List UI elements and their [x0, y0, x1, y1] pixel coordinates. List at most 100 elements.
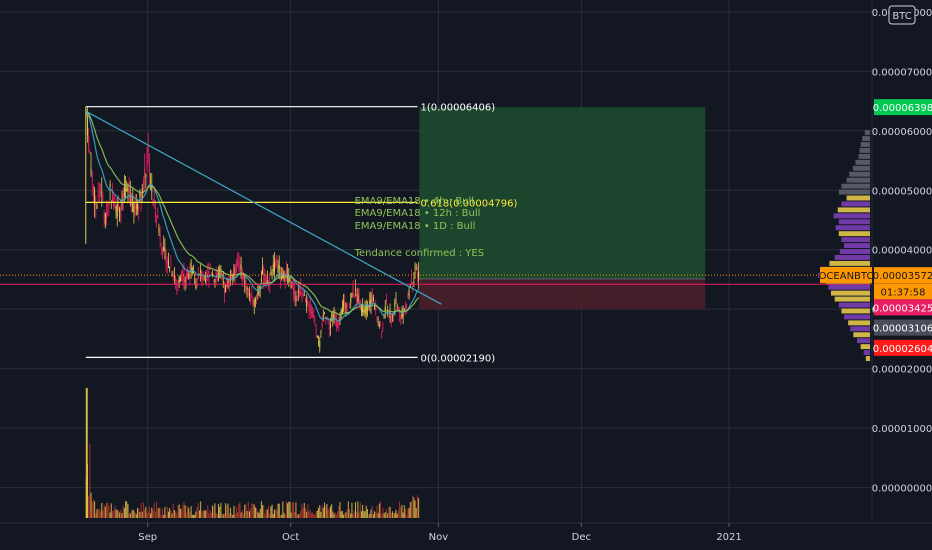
- volume-bar: [225, 503, 227, 518]
- candle-body: [321, 322, 323, 328]
- volume-bar: [297, 514, 299, 518]
- volume-bar: [234, 513, 236, 518]
- volume-bar: [218, 503, 219, 518]
- candle-body: [247, 288, 249, 291]
- volume-bar: [212, 505, 214, 518]
- volume-bar: [377, 513, 379, 518]
- candle-body: [138, 205, 140, 211]
- volume-bar: [393, 513, 395, 518]
- candle-body: [384, 306, 386, 312]
- candle-body: [127, 189, 129, 191]
- volume-bar: [360, 511, 362, 518]
- volume-bar: [313, 514, 315, 518]
- volume-bar: [378, 503, 380, 518]
- symbol-tag-box: [820, 267, 872, 284]
- chart-drawings[interactable]: 1(0.00006406) 0.618(0.00004796) 0(0.000021…: [0, 103, 872, 365]
- volume-bar: [97, 508, 99, 518]
- volume-profile-bin: [838, 231, 870, 237]
- time-axis[interactable]: Sep Oct Nov Dec 2021: [138, 523, 742, 543]
- candle-body: [157, 214, 159, 219]
- volume-bar: [289, 501, 291, 518]
- volume-bar: [240, 512, 242, 518]
- volume-bar: [177, 505, 179, 518]
- volume-bar: [387, 513, 389, 518]
- volume-bar: [259, 508, 261, 518]
- volume-bar: [328, 508, 330, 518]
- volume-bar: [294, 511, 296, 518]
- candle-body: [172, 274, 174, 278]
- volume-bar: [215, 512, 217, 518]
- status-line: EMA9/EMA18 • 1D : Bull: [355, 221, 476, 232]
- volume-bar: [245, 503, 247, 518]
- candle-body: [169, 266, 171, 270]
- currency-badge[interactable]: BTC: [888, 5, 916, 25]
- candle-body: [178, 276, 180, 284]
- volume-bar: [263, 504, 265, 518]
- profit-zone[interactable]: [419, 107, 706, 279]
- volume-bar: [352, 514, 354, 518]
- volume-bar: [187, 506, 189, 518]
- volume-bar: [391, 511, 393, 518]
- volume-bar: [326, 503, 328, 518]
- candle-body: [204, 279, 206, 282]
- volume-profile-bin: [829, 260, 870, 266]
- candle-body: [107, 203, 109, 206]
- volume-bar: [368, 514, 370, 518]
- volume-bar: [272, 514, 274, 518]
- candle-body: [113, 199, 115, 207]
- volume-profile-bin: [838, 189, 870, 195]
- candle-body: [135, 206, 137, 208]
- candle-body: [207, 272, 209, 274]
- volume-bar: [279, 514, 281, 518]
- volume-bar: [135, 513, 137, 518]
- candle-body: [295, 296, 297, 302]
- volume-bar: [325, 505, 327, 518]
- price-tag-label: 0.00002604: [873, 344, 932, 355]
- volume-bar: [415, 507, 417, 518]
- candle-body: [381, 333, 383, 335]
- time-tick-label: Oct: [282, 532, 299, 543]
- volume-bar: [239, 501, 241, 518]
- price-tag-box: [874, 339, 932, 356]
- volume-bar: [184, 505, 186, 518]
- candle-body: [369, 300, 371, 305]
- volume-profile-bin: [865, 356, 870, 362]
- volume-profile-bin: [835, 225, 870, 231]
- volume-bar: [201, 510, 203, 518]
- volume-profile-bin: [834, 296, 870, 302]
- volume-bar: [251, 503, 253, 518]
- volume-profile-bin: [852, 165, 870, 171]
- volume-bar: [106, 502, 108, 518]
- candle-body: [382, 327, 384, 329]
- volume-bar: [123, 508, 125, 518]
- candle-body: [165, 252, 167, 266]
- volume-bar: [291, 502, 293, 518]
- ema-lines: [85, 111, 420, 322]
- candle-body: [167, 260, 169, 268]
- candle-body: [221, 279, 223, 281]
- candle-body: [254, 299, 256, 302]
- volume-bar: [351, 502, 353, 518]
- volume-profile-bin: [841, 308, 870, 314]
- candle-body: [271, 276, 273, 279]
- downtrend-line[interactable]: [85, 110, 442, 305]
- volume-bar: [238, 503, 240, 518]
- candle-body: [232, 276, 234, 280]
- candle-body: [402, 310, 404, 317]
- volume-bar: [376, 505, 378, 518]
- candle-body: [287, 273, 289, 279]
- candle-body: [240, 264, 242, 269]
- stop-loss-zone[interactable]: [419, 278, 706, 310]
- candle-body: [140, 195, 142, 202]
- volume-bar: [126, 501, 128, 518]
- volume-bar: [94, 501, 96, 518]
- symbol-tag-label: OCEANBTC: [819, 271, 874, 282]
- currency-badge-box: [888, 5, 916, 25]
- candle-body: [263, 274, 265, 283]
- volume-bar: [314, 514, 316, 518]
- volume-bar: [162, 508, 164, 518]
- candle-body: [139, 190, 141, 197]
- volume-bar: [247, 502, 249, 518]
- candle-body: [108, 201, 110, 206]
